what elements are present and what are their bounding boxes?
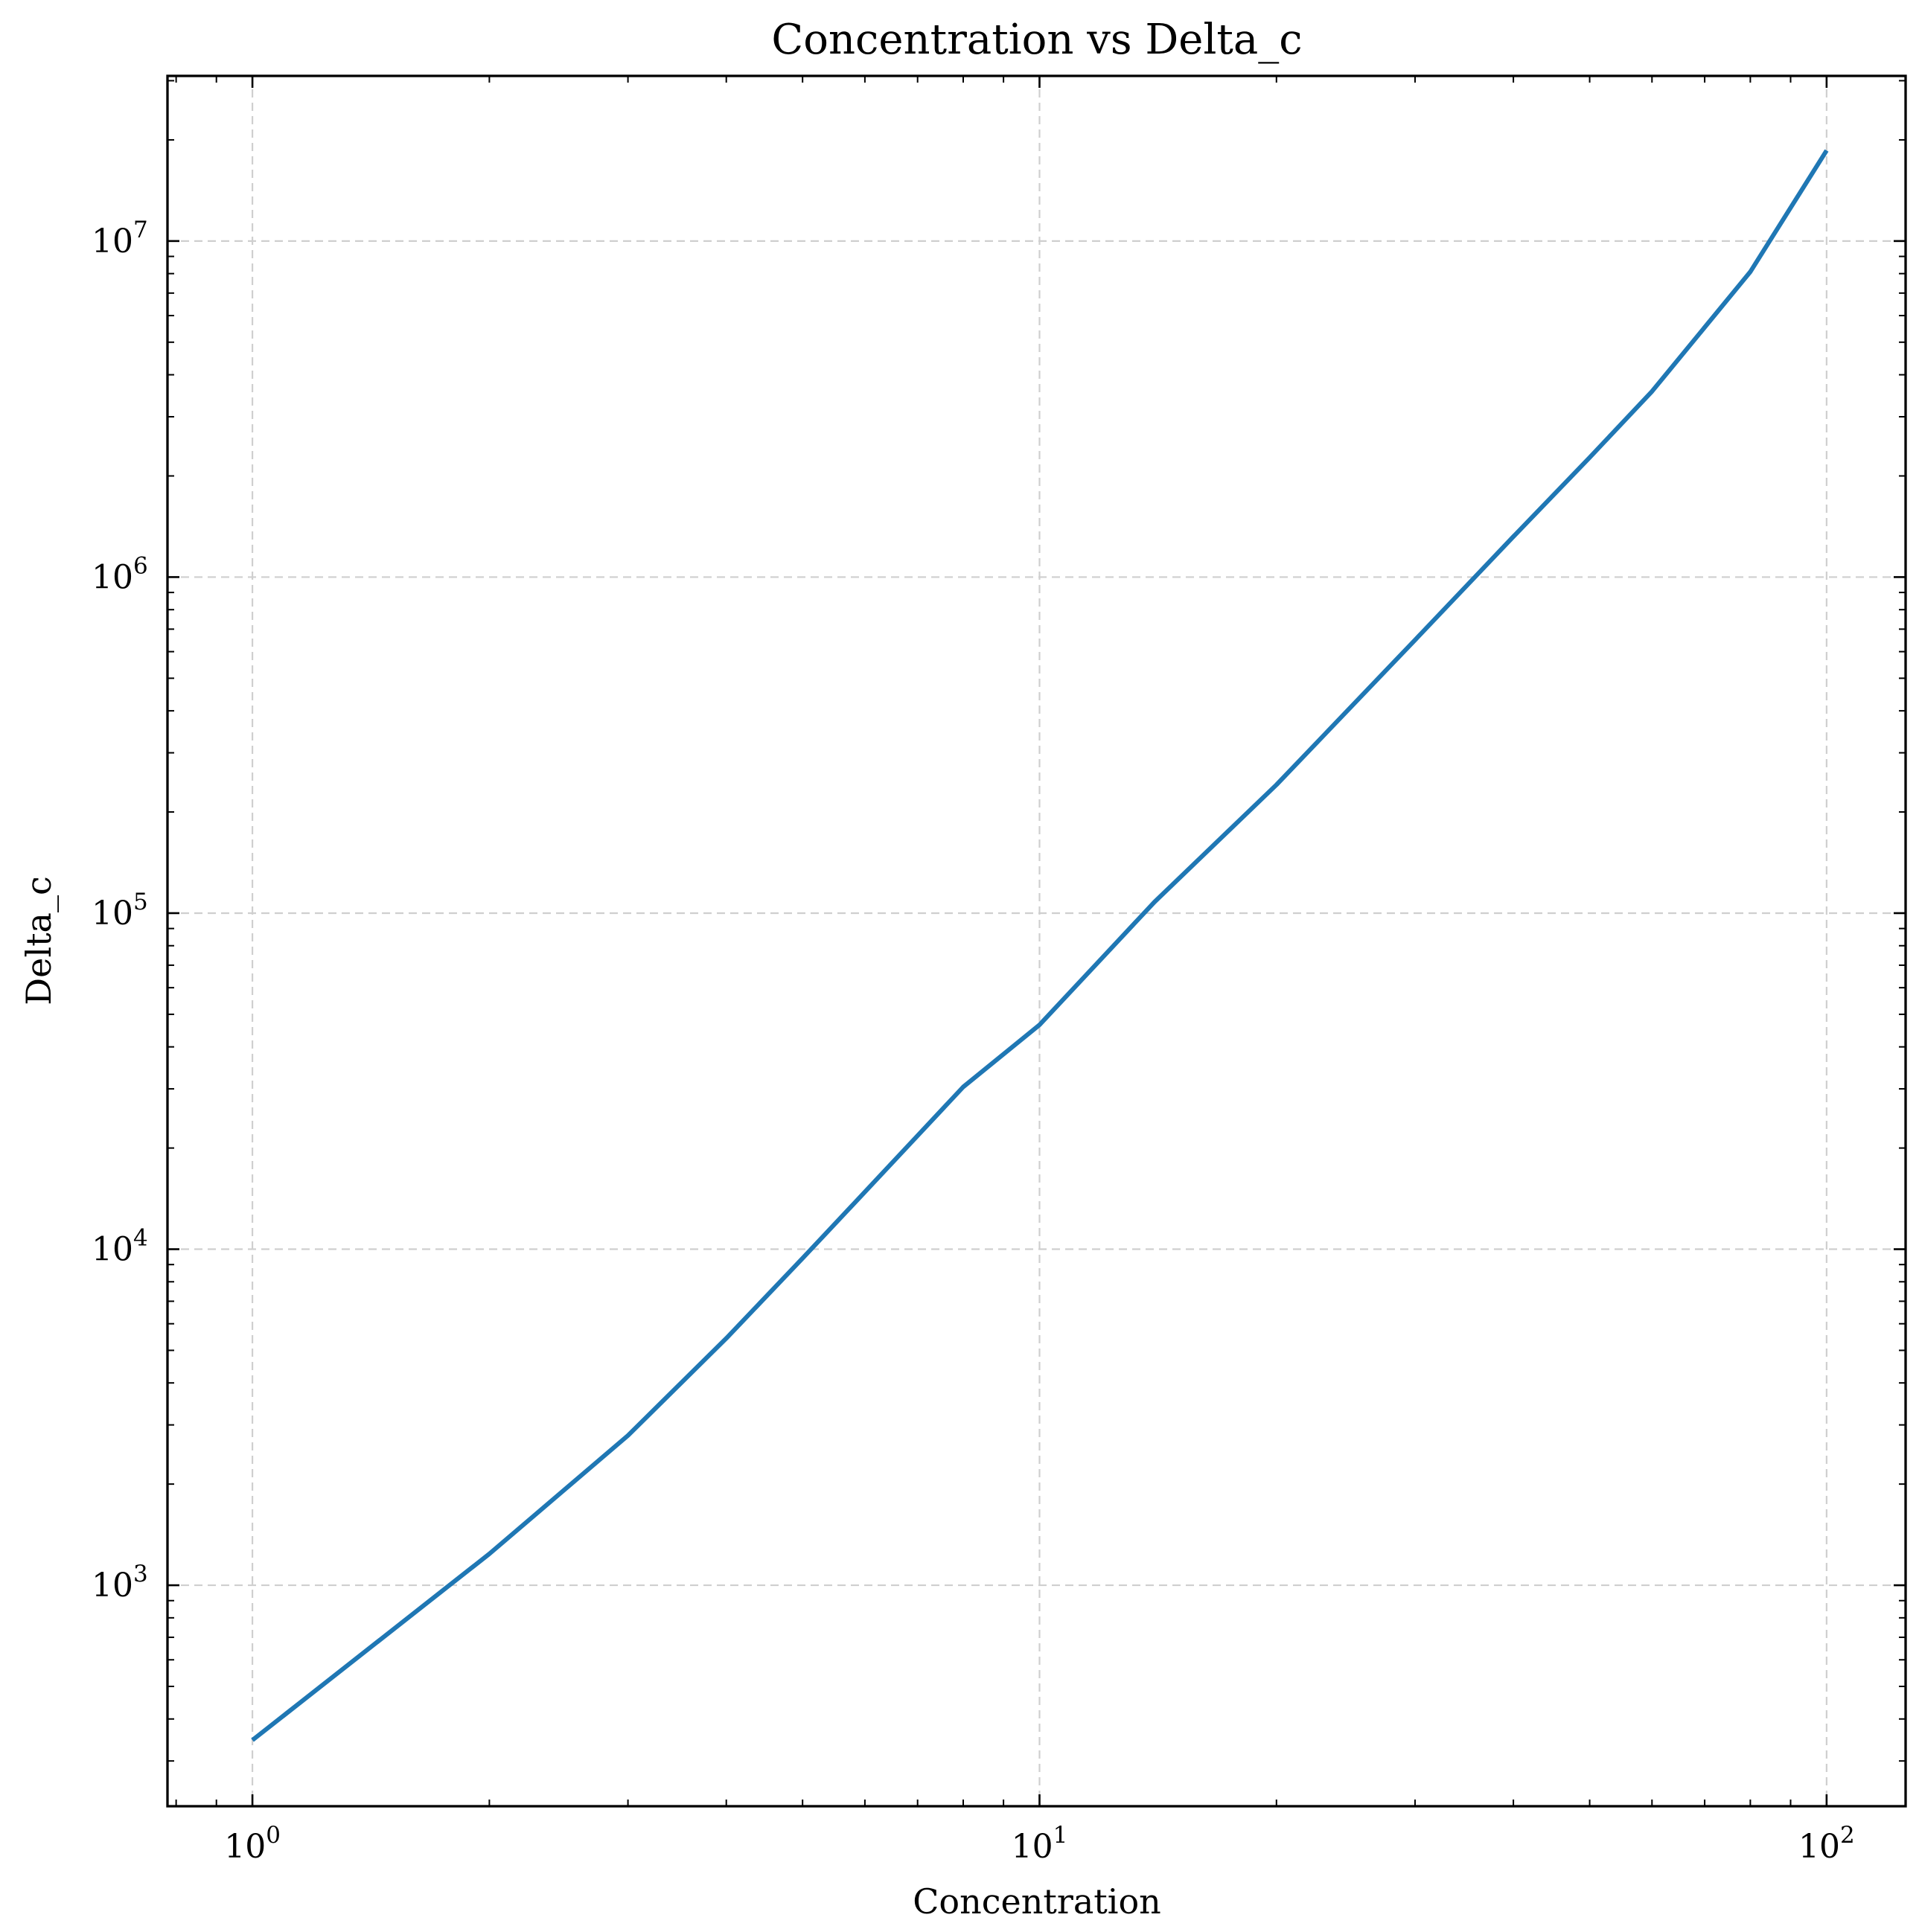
x-tick-label: 101 <box>1012 1822 1068 1866</box>
x-axis-label: Concentration <box>913 1881 1161 1922</box>
y-tick-label: 104 <box>92 1225 148 1269</box>
series-layer <box>251 149 1829 1742</box>
y-tick-label: 106 <box>92 552 148 596</box>
y-tick-label: 107 <box>92 217 148 260</box>
y-tick-label: 105 <box>92 889 148 933</box>
x-tick-label: 100 <box>224 1822 281 1866</box>
y-axis-label: Delta_c <box>19 876 59 1005</box>
tick-label-layer: 100 101 102 103 104 105 106 107 <box>92 217 1855 1866</box>
chart-title: Concentration vs Delta_c <box>771 16 1302 64</box>
y-tick-label: 103 <box>92 1561 148 1605</box>
x-tick-label: 102 <box>1798 1822 1855 1866</box>
grid-layer <box>167 76 1906 1806</box>
plot-frame <box>166 74 1907 1808</box>
series-line <box>251 149 1829 1742</box>
